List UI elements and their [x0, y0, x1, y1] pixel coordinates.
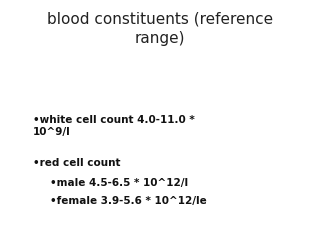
Text: •white cell count 4.0-11.0 *
10^9/l: •white cell count 4.0-11.0 * 10^9/l: [33, 115, 195, 137]
Text: •female 3.9-5.6 * 10^12/le: •female 3.9-5.6 * 10^12/le: [50, 196, 207, 206]
Text: blood constituents (reference
range): blood constituents (reference range): [47, 12, 273, 46]
Text: •male 4.5-6.5 * 10^12/l: •male 4.5-6.5 * 10^12/l: [50, 178, 188, 188]
Text: •red cell count: •red cell count: [33, 158, 121, 168]
